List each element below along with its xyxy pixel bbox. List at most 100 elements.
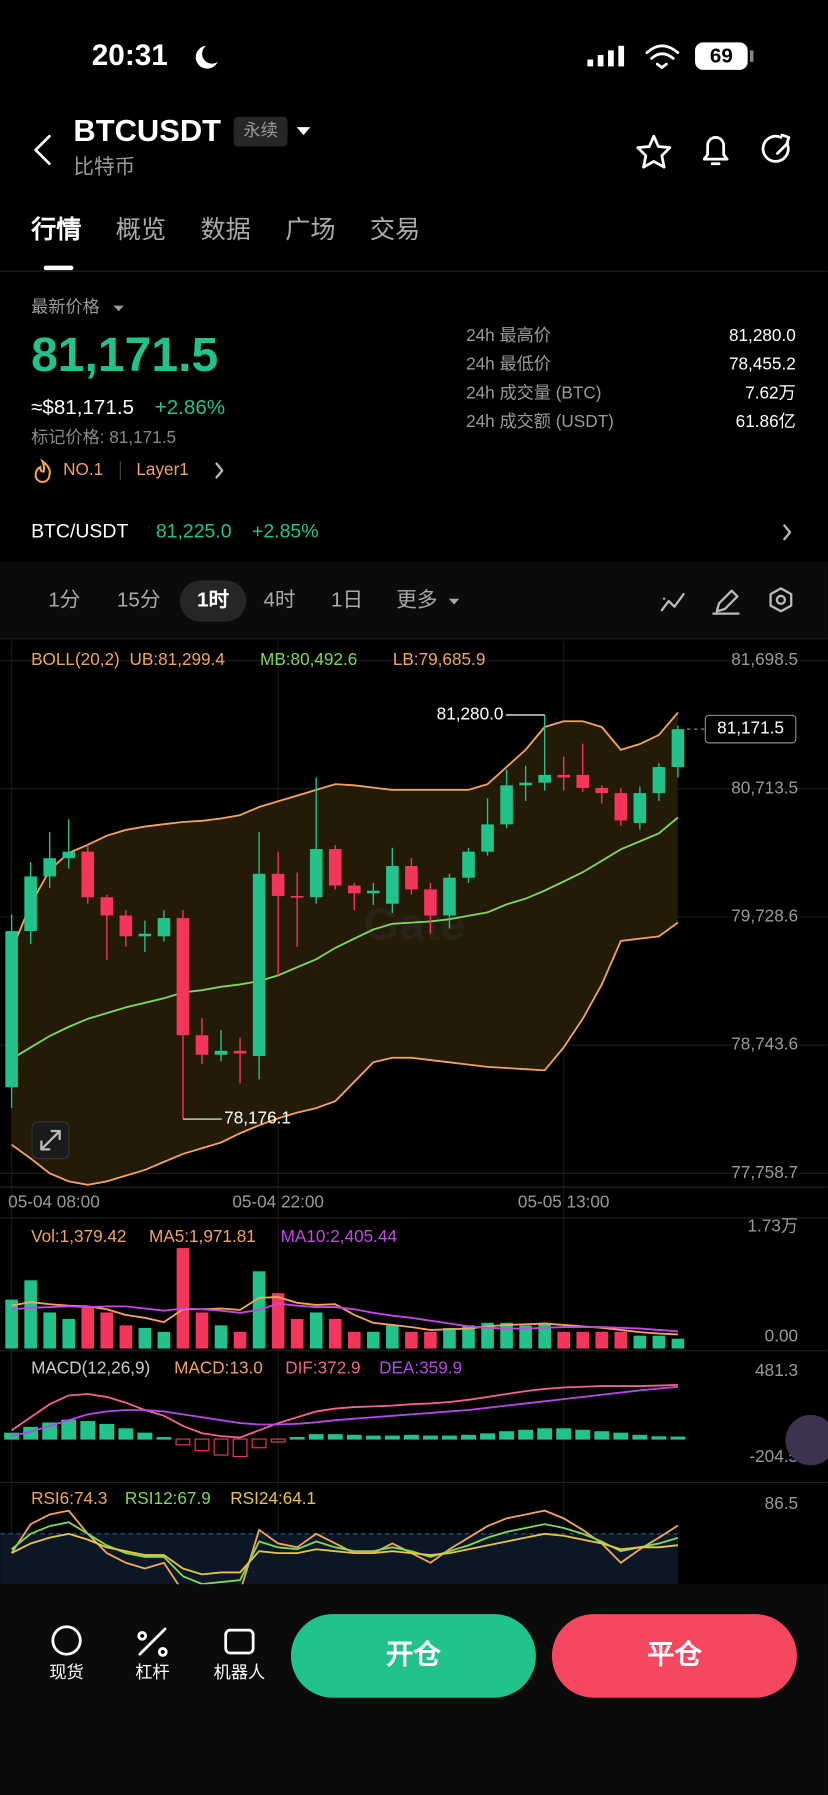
battery-icon <box>695 42 748 70</box>
candle-body <box>443 877 456 916</box>
candle-body <box>81 851 95 898</box>
interval[interactable]: 更多 <box>396 588 437 611</box>
volume-bar <box>347 1331 361 1349</box>
candle-body <box>271 873 285 896</box>
tab[interactable]: 概览 <box>116 216 166 244</box>
macd-bar <box>480 1433 495 1440</box>
candle-body <box>43 858 56 877</box>
volume-bar <box>62 1318 76 1349</box>
candle-body <box>576 774 590 788</box>
volume-bar <box>671 1338 685 1349</box>
last-price-label: 81,171.5 <box>717 718 784 738</box>
volume-bar <box>614 1331 628 1349</box>
line <box>11 921 679 1186</box>
tag-chevron <box>215 462 224 479</box>
macd-bar <box>365 1435 381 1440</box>
y-tick-label: 78,743.6 <box>731 1034 798 1054</box>
y-tick-label: 79,728.6 <box>731 905 798 925</box>
nav-item[interactable]: 杠杆 <box>135 1662 169 1682</box>
spot-chevron[interactable] <box>783 524 792 541</box>
y-tick-label: 86.5 <box>765 1493 798 1513</box>
volume-bar <box>100 1312 114 1349</box>
macd-bar <box>194 1438 210 1452</box>
battery-tip <box>749 50 754 62</box>
last-price-tag <box>704 714 797 744</box>
line <box>11 1302 678 1333</box>
nav-item[interactable]: 机器人 <box>214 1662 265 1682</box>
candle-body <box>119 915 133 937</box>
candle-body <box>462 851 475 878</box>
legend-entry: MA5:1,971.81 <box>149 1226 256 1246</box>
line <box>11 816 679 1060</box>
macd-bar <box>403 1434 419 1440</box>
volume-bar <box>386 1325 399 1349</box>
stat-value: 81,280.0 <box>729 325 796 345</box>
volume-bar <box>309 1312 323 1349</box>
candle-body <box>386 866 399 904</box>
favorite-button[interactable] <box>636 134 672 169</box>
macd-bar <box>270 1438 286 1443</box>
stat-value: 7.62万 <box>745 382 796 402</box>
interval[interactable]: 4时 <box>263 588 295 611</box>
legend-entry: DEA:359.9 <box>379 1358 462 1378</box>
indicator-title: Vol:1,379.42 <box>31 1226 126 1246</box>
price-label-dropdown[interactable] <box>113 305 124 312</box>
interval[interactable]: 1分 <box>48 588 80 611</box>
macd-bar <box>118 1428 134 1440</box>
line <box>11 1296 678 1336</box>
legend-entry: LB:79,685.9 <box>393 649 486 669</box>
macd-bar <box>137 1432 153 1440</box>
symbol: BTCUSDT <box>73 113 221 148</box>
fullscreen-icon <box>40 1129 61 1151</box>
indicator-button[interactable] <box>660 592 685 612</box>
stat-value: 61.86亿 <box>736 411 796 431</box>
macd-bar <box>346 1434 362 1440</box>
interval[interactable]: 1日 <box>331 588 363 611</box>
open-button[interactable] <box>290 1614 536 1698</box>
nav-item[interactable]: 现货 <box>49 1662 83 1682</box>
volume-bar <box>462 1325 475 1349</box>
interval-selected <box>179 580 247 622</box>
symbol-dropdown[interactable] <box>296 127 311 136</box>
line <box>10 1509 679 1585</box>
volume-bar <box>576 1331 590 1349</box>
candle-body <box>671 729 685 768</box>
back-button[interactable] <box>34 134 51 166</box>
volume-bar <box>519 1325 532 1349</box>
tab[interactable]: 数据 <box>201 216 251 244</box>
more-dropdown <box>448 598 460 605</box>
candle-body <box>5 931 18 1088</box>
sector-tag[interactable]: Layer1 <box>136 459 188 479</box>
macd-bar <box>594 1431 610 1440</box>
macd-bar <box>251 1438 267 1449</box>
assistant-bubble[interactable] <box>785 1414 828 1466</box>
candle-body <box>500 785 513 825</box>
tab[interactable]: 交易 <box>370 216 420 244</box>
volume-bar <box>405 1331 418 1349</box>
band-fill <box>11 712 678 1185</box>
close-button[interactable] <box>551 1614 797 1698</box>
candle-body <box>633 793 647 824</box>
macd-bar <box>575 1429 591 1440</box>
tab[interactable]: 广场 <box>285 216 335 244</box>
tab[interactable]: 行情 <box>30 216 81 244</box>
volume-bar <box>43 1312 56 1349</box>
rank[interactable]: NO.1 <box>63 459 103 479</box>
macd-bar <box>80 1421 96 1440</box>
line <box>10 711 679 951</box>
stat-label: 24h 最高价 <box>466 325 551 345</box>
settings-button[interactable] <box>769 587 793 613</box>
volume-bar <box>500 1322 513 1349</box>
candle-body <box>252 873 266 1057</box>
macd-bar <box>61 1419 77 1440</box>
alert-button[interactable] <box>702 136 729 166</box>
share-button[interactable] <box>761 133 791 163</box>
spot-change: +2.85% <box>252 520 319 542</box>
line <box>11 1521 679 1585</box>
interval[interactable]: 15分 <box>117 588 161 611</box>
candle-body <box>652 767 666 794</box>
draw-button[interactable] <box>712 589 740 615</box>
spot-pair[interactable]: BTC/USDT <box>31 520 128 542</box>
interval[interactable]: 1时 <box>197 588 229 611</box>
